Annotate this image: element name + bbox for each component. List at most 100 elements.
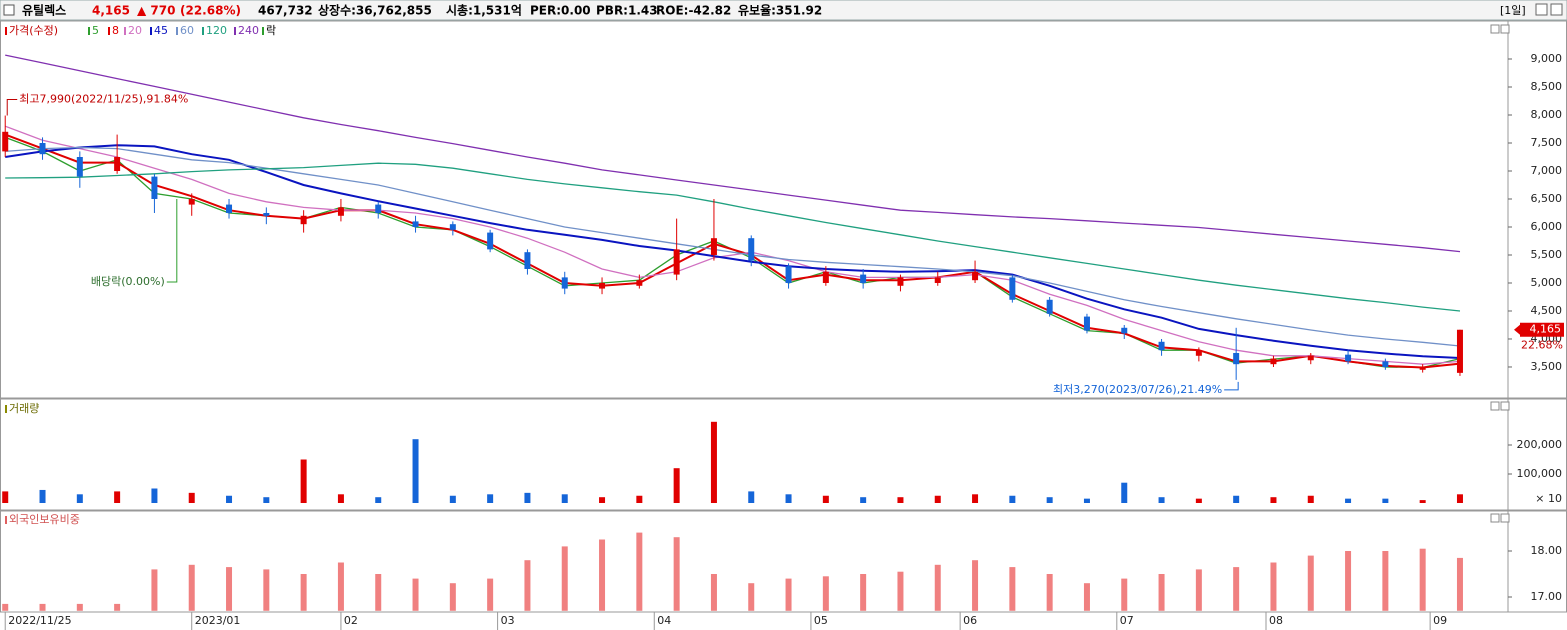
bar [449,495,456,503]
x-tick-label: 2023/01 [195,614,241,627]
pane-title: 거래량 [9,402,39,415]
candle-body [1307,355,1314,361]
legend-swatch [5,27,7,35]
bar [114,603,121,611]
pane-button[interactable] [1500,513,1510,523]
bar [300,459,307,503]
y-tick-label: 100,000 [1517,467,1563,480]
price: 4,165 [92,4,130,18]
bar [39,603,46,611]
moving-average-line [5,54,1461,253]
bar [1382,498,1389,503]
maximize-button[interactable] [1535,3,1548,16]
bar [151,569,158,611]
y-tick-label: 4,500 [1531,304,1563,317]
close-button[interactable] [1550,3,1563,16]
bar [748,583,755,611]
bar [710,421,717,503]
bar [1083,498,1090,503]
bar [524,560,531,611]
bar [263,497,270,503]
bar [1195,569,1202,611]
window-buttons[interactable] [1535,3,1563,16]
foreign-pane [0,510,1567,613]
price-pane [0,20,1567,399]
pane-button[interactable] [1490,513,1500,523]
candle-body [710,238,717,255]
bar [934,564,941,611]
bar [822,576,829,611]
bar [1083,583,1090,611]
y-tick-label: 17.00 [1531,590,1563,603]
bar [263,569,270,611]
pane-title-swatch [5,516,7,524]
annotation: 최고7,990(2022/11/25),91.84% [19,93,188,106]
bar [934,495,941,503]
bar [337,562,344,611]
x-tick-label: 07 [1120,614,1134,627]
bar [710,574,717,611]
bar [1456,557,1463,611]
bar [188,492,195,503]
candle-body [972,271,979,281]
x-tick-label: 08 [1269,614,1283,627]
bar [561,494,568,503]
volume: 467,732 [258,4,313,18]
y-tick-label: 6,000 [1531,220,1563,233]
candle-body [1419,366,1426,370]
x-tick-label: 02 [344,614,358,627]
candle-body [39,142,46,155]
y-tick-label: 8,000 [1531,108,1563,121]
per: PER:0.00 [530,4,591,18]
legend-swatch [262,27,264,35]
bar [114,491,121,503]
bar [1382,551,1389,611]
candle-body [561,277,568,289]
legend-label: 가격(수정) [9,24,58,37]
candle-body [1009,277,1016,300]
bar [748,491,755,503]
bar [636,495,643,503]
bar [561,546,568,611]
candle-body [412,221,419,227]
annotation-arrow [166,198,178,283]
legend-label: 8 [112,24,119,37]
candle-body [337,207,344,216]
bar [188,564,195,611]
legend-swatch [176,27,178,35]
y-tick-label: 5,500 [1531,248,1563,261]
bar [785,578,792,611]
bar [1233,495,1240,503]
bar [636,532,643,611]
y-tick-label: 8,500 [1531,80,1563,93]
pane-button[interactable] [1500,24,1510,34]
bar [673,537,680,611]
bar [1158,497,1165,503]
pane-button[interactable] [1490,401,1500,411]
bar [673,468,680,503]
pane-button[interactable] [1500,401,1510,411]
pane-buttons[interactable] [1490,24,1510,523]
checkbox[interactable] [3,4,15,16]
bar [1121,578,1128,611]
y-tick-label: 7,500 [1531,136,1563,149]
candle-body [1233,352,1240,365]
candle-body [860,274,867,283]
candle-body [151,176,158,199]
candle-body [449,224,456,230]
candle-body [1345,354,1352,362]
pane-button[interactable] [1490,24,1500,34]
y-tick-label: 6,500 [1531,192,1563,205]
candle-body [748,238,755,261]
candle-body [1382,361,1389,367]
period[interactable]: [1일] [1500,3,1526,17]
market-cap: 시총:1,531억 [446,3,522,18]
x-tick-label: 03 [501,614,515,627]
y-tick-label: 200,000 [1517,438,1563,451]
annotation-arrow [1224,381,1239,391]
bar [972,560,979,611]
candle-body [1083,316,1090,331]
candle-body [188,198,195,205]
bar [226,495,233,503]
